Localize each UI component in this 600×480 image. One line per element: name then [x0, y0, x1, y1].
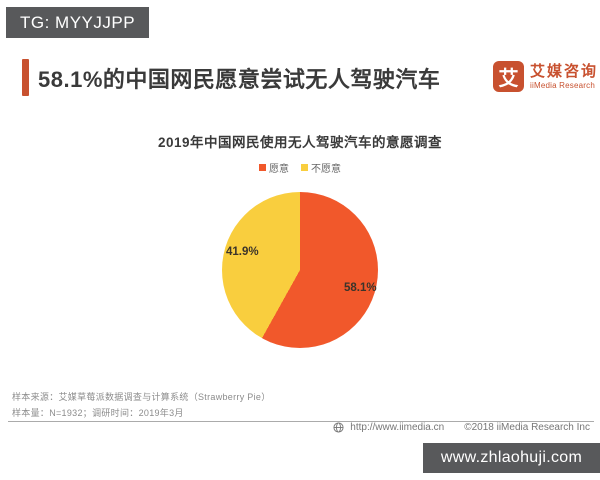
- pie-chart: [222, 192, 378, 348]
- legend-label-unwilling: 不愿意: [311, 164, 341, 175]
- sample-source-note: 样本来源：艾媒草莓派数据调查与计算系统（Strawberry Pie）: [12, 392, 271, 402]
- logo-name-cn: 艾媒咨询: [530, 62, 599, 80]
- bottom-watermark-bar: www.zhlaohuji.com: [423, 443, 600, 473]
- pie-slice-label-unwilling: 41.9%: [226, 246, 259, 258]
- title-accent-bar: [22, 59, 29, 96]
- chart-legend: 愿意 不愿意: [0, 160, 600, 175]
- footer-meta: http://www.iimedia.cn ©2018 iiMedia Rese…: [333, 420, 590, 434]
- logo-text: 艾媒咨询 iiMedia Research: [530, 64, 598, 90]
- legend-swatch-willing: [259, 164, 266, 171]
- footer-divider: [8, 421, 594, 422]
- page-title: 58.1%的中国网民愿意尝试无人驾驶汽车: [38, 66, 441, 92]
- legend-item-unwilling: 不愿意: [301, 160, 341, 175]
- website-link[interactable]: http://www.iimedia.cn: [350, 421, 445, 433]
- legend-label-willing: 愿意: [269, 164, 289, 175]
- pie-slice-label-willing: 58.1%: [344, 282, 377, 294]
- iimedia-logo: 艾 艾媒咨询 iiMedia Research: [493, 61, 598, 92]
- bottom-watermark-text: www.zhlaohuji.com: [440, 449, 583, 466]
- logo-name-en: iiMedia Research: [530, 80, 596, 90]
- iimedia-logo-icon: 艾: [493, 61, 524, 92]
- copyright-text: ©2018 iiMedia Research Inc: [464, 421, 590, 433]
- globe-icon: [333, 421, 344, 433]
- legend-swatch-unwilling: [301, 164, 308, 171]
- top-watermark-bar: TG: MYYJJPP: [6, 7, 150, 38]
- chart-title: 2019年中国网民使用无人驾驶汽车的意愿调查: [157, 135, 443, 150]
- legend-item-willing: 愿意: [259, 160, 289, 175]
- sample-size-note: 样本量：N=1932；调研时间：2019年3月: [12, 408, 184, 418]
- top-watermark-text: TG: MYYJJPP: [20, 12, 136, 32]
